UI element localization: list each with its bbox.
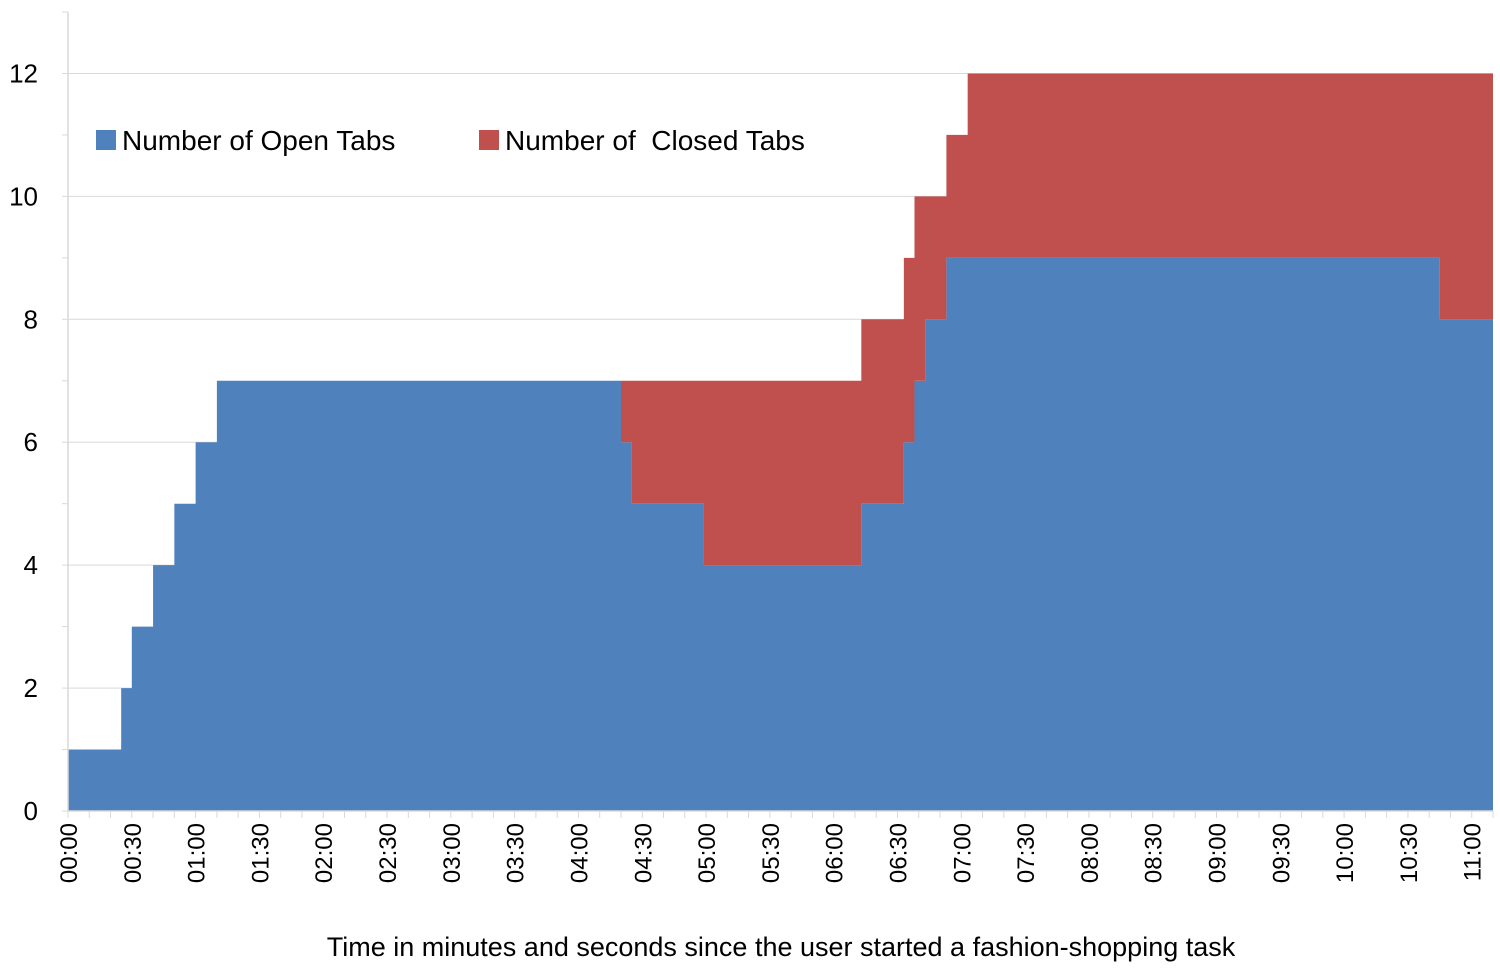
area-series-closed-tabs <box>68 73 1493 750</box>
x-tick-label: 10:00 <box>1332 823 1359 883</box>
legend: Number of Open Tabs Number of Closed Tab… <box>96 125 805 156</box>
x-tick-label: 02:30 <box>375 823 402 883</box>
x-tick-label: 07:00 <box>949 823 976 883</box>
x-tick-label: 02:00 <box>311 823 338 883</box>
x-tick-label: 08:30 <box>1141 823 1168 883</box>
area-series <box>68 73 1493 811</box>
x-tick-label: 01:00 <box>184 823 211 883</box>
x-tick-label: 11:00 <box>1460 823 1487 881</box>
area-series-open-tabs <box>68 257 1493 811</box>
y-tick-label: 6 <box>24 427 38 457</box>
x-tick-label: 00:30 <box>120 823 147 883</box>
x-tick-label: 09:30 <box>1268 823 1295 883</box>
axes: 0 2 4 6 8 10 12 00:00 00:30 01:00 01:30 02:00 02:30 0… <box>9 11 1494 883</box>
x-tick-label: 08:00 <box>1077 823 1104 883</box>
x-axis-title: Time in minutes and seconds since the us… <box>327 932 1236 962</box>
y-tick-label: 12 <box>9 58 38 88</box>
y-tick-label: 8 <box>24 304 38 334</box>
x-tick-label: 03:00 <box>439 823 466 883</box>
x-tick-label: 04:00 <box>566 823 593 883</box>
y-tick-label: 10 <box>9 181 38 211</box>
x-tick-label: 10:30 <box>1396 823 1423 883</box>
y-tick-label: 2 <box>24 673 38 703</box>
x-tick-label: 06:00 <box>822 823 849 883</box>
x-tick-label: 03:30 <box>503 823 530 883</box>
x-tick-label: 09:00 <box>1205 823 1232 883</box>
x-tick-label: 07:30 <box>1013 823 1040 883</box>
x-tick-label: 05:00 <box>694 823 721 883</box>
x-tick-label: 00:00 <box>56 823 83 883</box>
legend-label-closed-tabs: Number of Closed Tabs <box>505 125 805 156</box>
x-tick-label: 06:30 <box>885 823 912 883</box>
x-tick-label: 04:30 <box>630 823 657 883</box>
x-tick-label: 01:30 <box>247 823 274 883</box>
y-tick-label: 0 <box>24 796 38 826</box>
y-tick-label: 4 <box>24 550 38 580</box>
x-tick-label: 05:30 <box>758 823 785 883</box>
legend-swatch-closed-tabs <box>479 130 499 150</box>
legend-swatch-open-tabs <box>96 130 116 150</box>
legend-label-open-tabs: Number of Open Tabs <box>122 125 395 156</box>
